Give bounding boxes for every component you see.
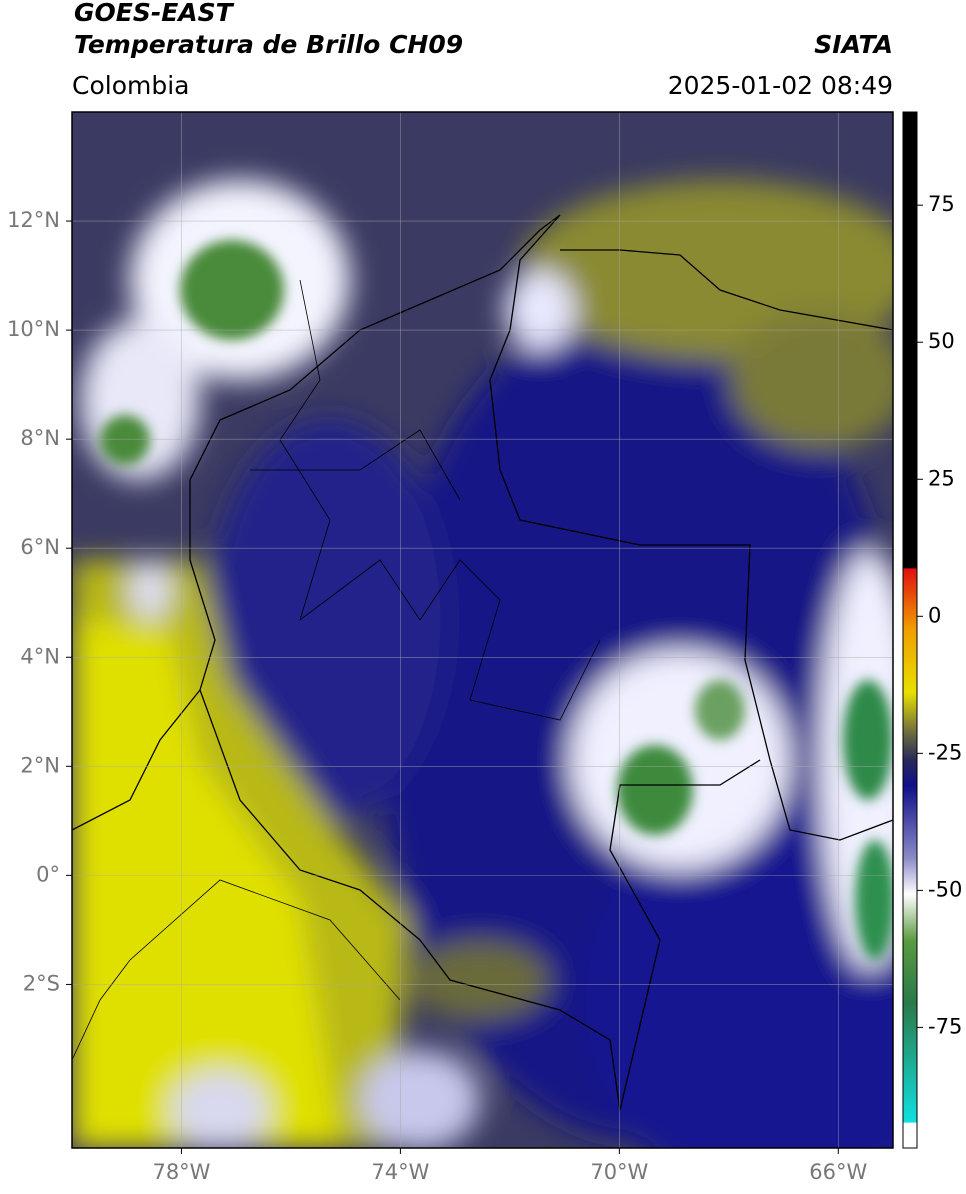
- y-tick-label: 4°N: [20, 644, 60, 668]
- y-tick-label: 2°S: [23, 971, 60, 995]
- colorbar: [902, 111, 918, 1149]
- y-tick-label: 10°N: [7, 317, 60, 341]
- colorbar-tick-label: 0: [928, 603, 941, 627]
- colorbar-tick-label: 75: [928, 192, 955, 216]
- y-tick-label: 0°: [36, 862, 60, 886]
- product-title: Temperatura de Brillo CH09: [74, 30, 463, 59]
- colorbar-tick-label: 25: [928, 466, 955, 490]
- map-frame: [71, 111, 894, 1149]
- source-title: GOES-EAST: [74, 0, 235, 27]
- datetime: 2025-01-02 08:49: [668, 71, 893, 100]
- y-tick-label: 8°N: [20, 426, 60, 450]
- colorbar-tick-label: -75: [928, 1014, 962, 1038]
- colorbar-tick-label: -50: [928, 877, 962, 901]
- x-tick-label: 70°W: [590, 1160, 648, 1184]
- x-tick-label: 78°W: [152, 1160, 210, 1184]
- y-tick-label: 12°N: [7, 208, 60, 232]
- y-tick-label: 6°N: [20, 535, 60, 559]
- x-tick-label: 74°W: [371, 1160, 429, 1184]
- region: Colombia: [72, 71, 189, 100]
- grid: [72, 112, 893, 1148]
- colorbar-tick-label: -25: [928, 740, 962, 764]
- agency: SIATA: [814, 30, 893, 59]
- x-tick-label: 66°W: [809, 1160, 867, 1184]
- satellite-image: [72, 112, 893, 1148]
- y-tick-label: 2°N: [20, 753, 60, 777]
- colorbar-tick-label: 50: [928, 329, 955, 353]
